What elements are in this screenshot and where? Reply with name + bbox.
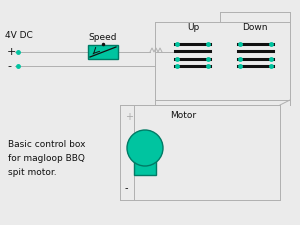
Text: Up: Up: [187, 23, 199, 32]
Circle shape: [127, 130, 163, 166]
Text: Basic control box
for magloop BBQ
spit motor.: Basic control box for magloop BBQ spit m…: [8, 140, 85, 177]
FancyBboxPatch shape: [88, 45, 118, 59]
FancyBboxPatch shape: [134, 155, 156, 175]
Text: -: -: [125, 183, 128, 193]
Text: Down: Down: [242, 23, 268, 32]
Text: +: +: [7, 47, 16, 57]
Text: Speed: Speed: [89, 33, 117, 42]
Text: Motor: Motor: [170, 110, 196, 119]
Text: 4V DC: 4V DC: [5, 31, 33, 40]
Text: +: +: [125, 112, 133, 122]
Text: -: -: [7, 61, 11, 71]
